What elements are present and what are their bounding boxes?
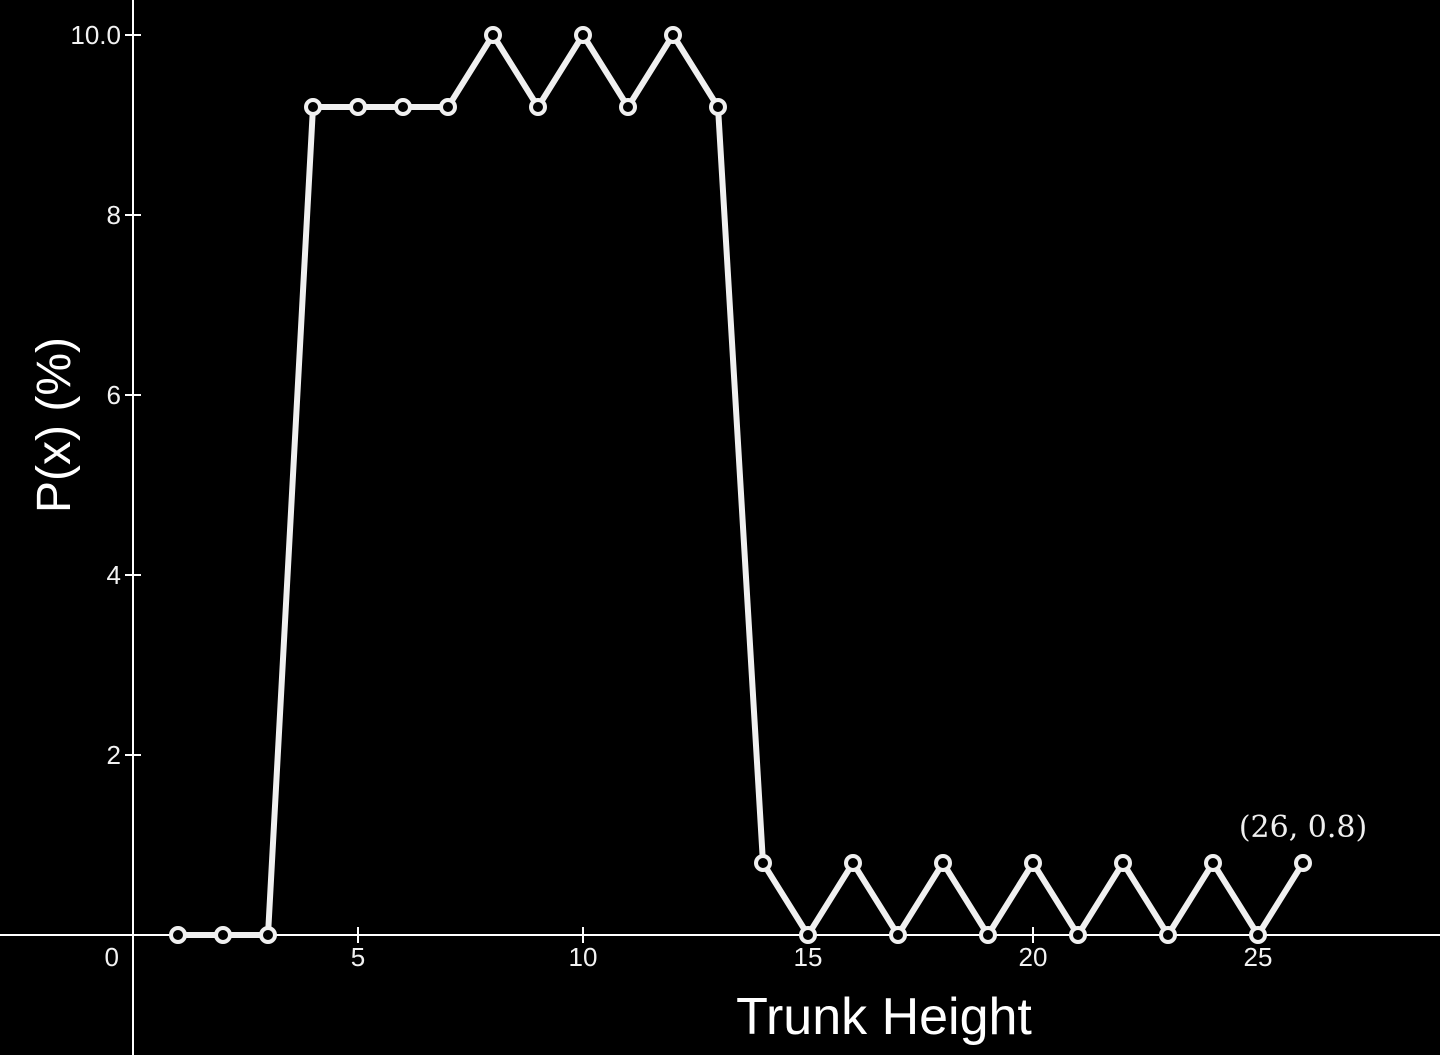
data-point (394, 98, 412, 116)
x-tick-label: 25 (1244, 942, 1273, 972)
data-point (619, 98, 637, 116)
x-tick-label: 10 (569, 942, 598, 972)
data-point (529, 98, 547, 116)
data-point (1249, 926, 1267, 944)
data-point (1204, 854, 1222, 872)
data-point (1294, 854, 1312, 872)
data-point (259, 926, 277, 944)
y-tick-label: 6 (107, 380, 121, 410)
origin-label: 0 (105, 942, 119, 972)
labels: (26, 0.8) Trunk Height P(x) (%) (28, 337, 1367, 1046)
y-tick-label: 10.0 (70, 20, 121, 50)
ticks: 5 10 15 20 25 2 4 6 8 10.0 0 (70, 20, 1272, 972)
data-point (1069, 926, 1087, 944)
data-point (844, 854, 862, 872)
data-point (439, 98, 457, 116)
y-tick-label: 2 (107, 740, 121, 770)
data-point (934, 854, 952, 872)
x-tick-label: 15 (794, 942, 823, 972)
x-axis-title: Trunk Height (736, 988, 1032, 1046)
data-point (889, 926, 907, 944)
data-point (1159, 926, 1177, 944)
y-axis-title: P(x) (%) (28, 337, 81, 513)
point-annotation: (26, 0.8) (1239, 810, 1367, 845)
series-line (175, 32, 1306, 938)
data-point (304, 98, 322, 116)
data-point (169, 926, 187, 944)
data-point (979, 926, 997, 944)
data-point (754, 854, 772, 872)
y-tick-label: 8 (107, 200, 121, 230)
data-point (1114, 854, 1132, 872)
x-tick-label: 20 (1019, 942, 1048, 972)
series (169, 26, 1312, 944)
data-point (574, 26, 592, 44)
data-point (664, 26, 682, 44)
data-point (799, 926, 817, 944)
data-point (1024, 854, 1042, 872)
data-point (709, 98, 727, 116)
y-tick-label: 4 (107, 560, 121, 590)
x-tick-label: 5 (351, 942, 365, 972)
data-point (349, 98, 367, 116)
data-point (484, 26, 502, 44)
data-point (214, 926, 232, 944)
